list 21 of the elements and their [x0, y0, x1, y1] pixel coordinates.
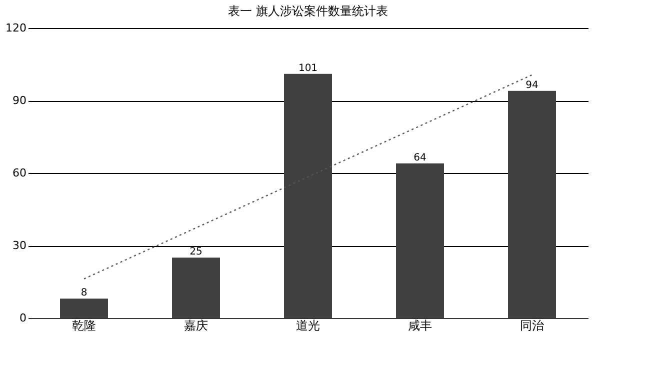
bar: [60, 298, 108, 318]
x-tick-label: 咸丰: [408, 318, 432, 332]
x-tick-label: 道光: [296, 318, 320, 332]
bar: [396, 163, 444, 318]
y-tick-label: 60: [12, 166, 26, 180]
x-tick-label: 嘉庆: [184, 318, 208, 332]
x-tick-label: 同治: [520, 318, 544, 332]
data-label: 8: [80, 288, 88, 299]
data-label: 94: [526, 80, 538, 91]
bar: [284, 74, 332, 318]
bar: [172, 258, 220, 318]
bar: [508, 90, 556, 318]
chart-title: 表一 旗人涉讼案件数量统计表: [228, 4, 388, 18]
y-tick-label: 90: [12, 94, 26, 107]
data-label: 101: [298, 62, 318, 74]
y-tick-label: 120: [6, 22, 26, 34]
data-label: 64: [414, 152, 426, 164]
x-tick-label: 乾隆: [72, 318, 96, 332]
data-label: 25: [190, 246, 202, 258]
y-tick-label: 30: [12, 239, 26, 252]
y-tick-label: 0: [20, 312, 26, 324]
